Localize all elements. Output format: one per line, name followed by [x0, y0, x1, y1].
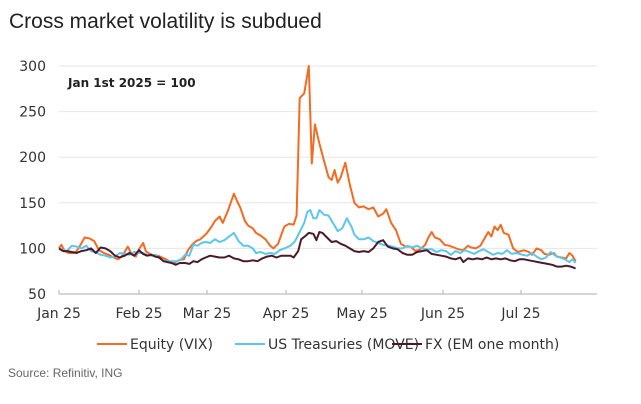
legend: Equity (VIX) US Treasuries (MOVE) FX (EM o…: [97, 337, 559, 353]
legend-label: US Treasuries (MOVE): [268, 337, 419, 353]
series-line-2: [58, 231, 576, 270]
x-axis: Jan 25 Feb 25 Mar 25 Apr 25 May 25 Jun 25 Jul …: [36, 290, 597, 322]
x-tick-label: May 25: [336, 306, 387, 322]
source-note: Source: Refinitiv, ING: [8, 366, 123, 380]
x-tick-label: Feb 25: [115, 306, 162, 322]
x-tick-label: Jan 25: [36, 306, 81, 322]
gridlines: [59, 65, 597, 249]
x-tick-label: Apr 25: [263, 306, 309, 322]
y-tick-label: 250: [19, 105, 46, 121]
y-tick-label: 200: [19, 150, 46, 166]
series-lines: [58, 65, 577, 270]
y-tick-label: 300: [19, 59, 46, 75]
annotation: Jan 1st 2025 = 100: [67, 76, 196, 90]
y-axis: 50 100 150 200 250 300: [19, 59, 46, 303]
series-line-0: [58, 65, 577, 264]
x-tick-label: Jul 25: [500, 306, 540, 322]
x-tick-label: Mar 25: [183, 306, 232, 322]
chart-title: Cross market volatility is subdued: [9, 10, 322, 33]
y-tick-label: 150: [19, 196, 46, 212]
legend-label: FX (EM one month): [425, 337, 559, 353]
legend-label: Equity (VIX): [130, 337, 213, 353]
y-tick-label: 100: [19, 241, 46, 257]
y-tick-label: 50: [28, 287, 46, 303]
x-tick-label: Jun 25: [420, 306, 465, 322]
